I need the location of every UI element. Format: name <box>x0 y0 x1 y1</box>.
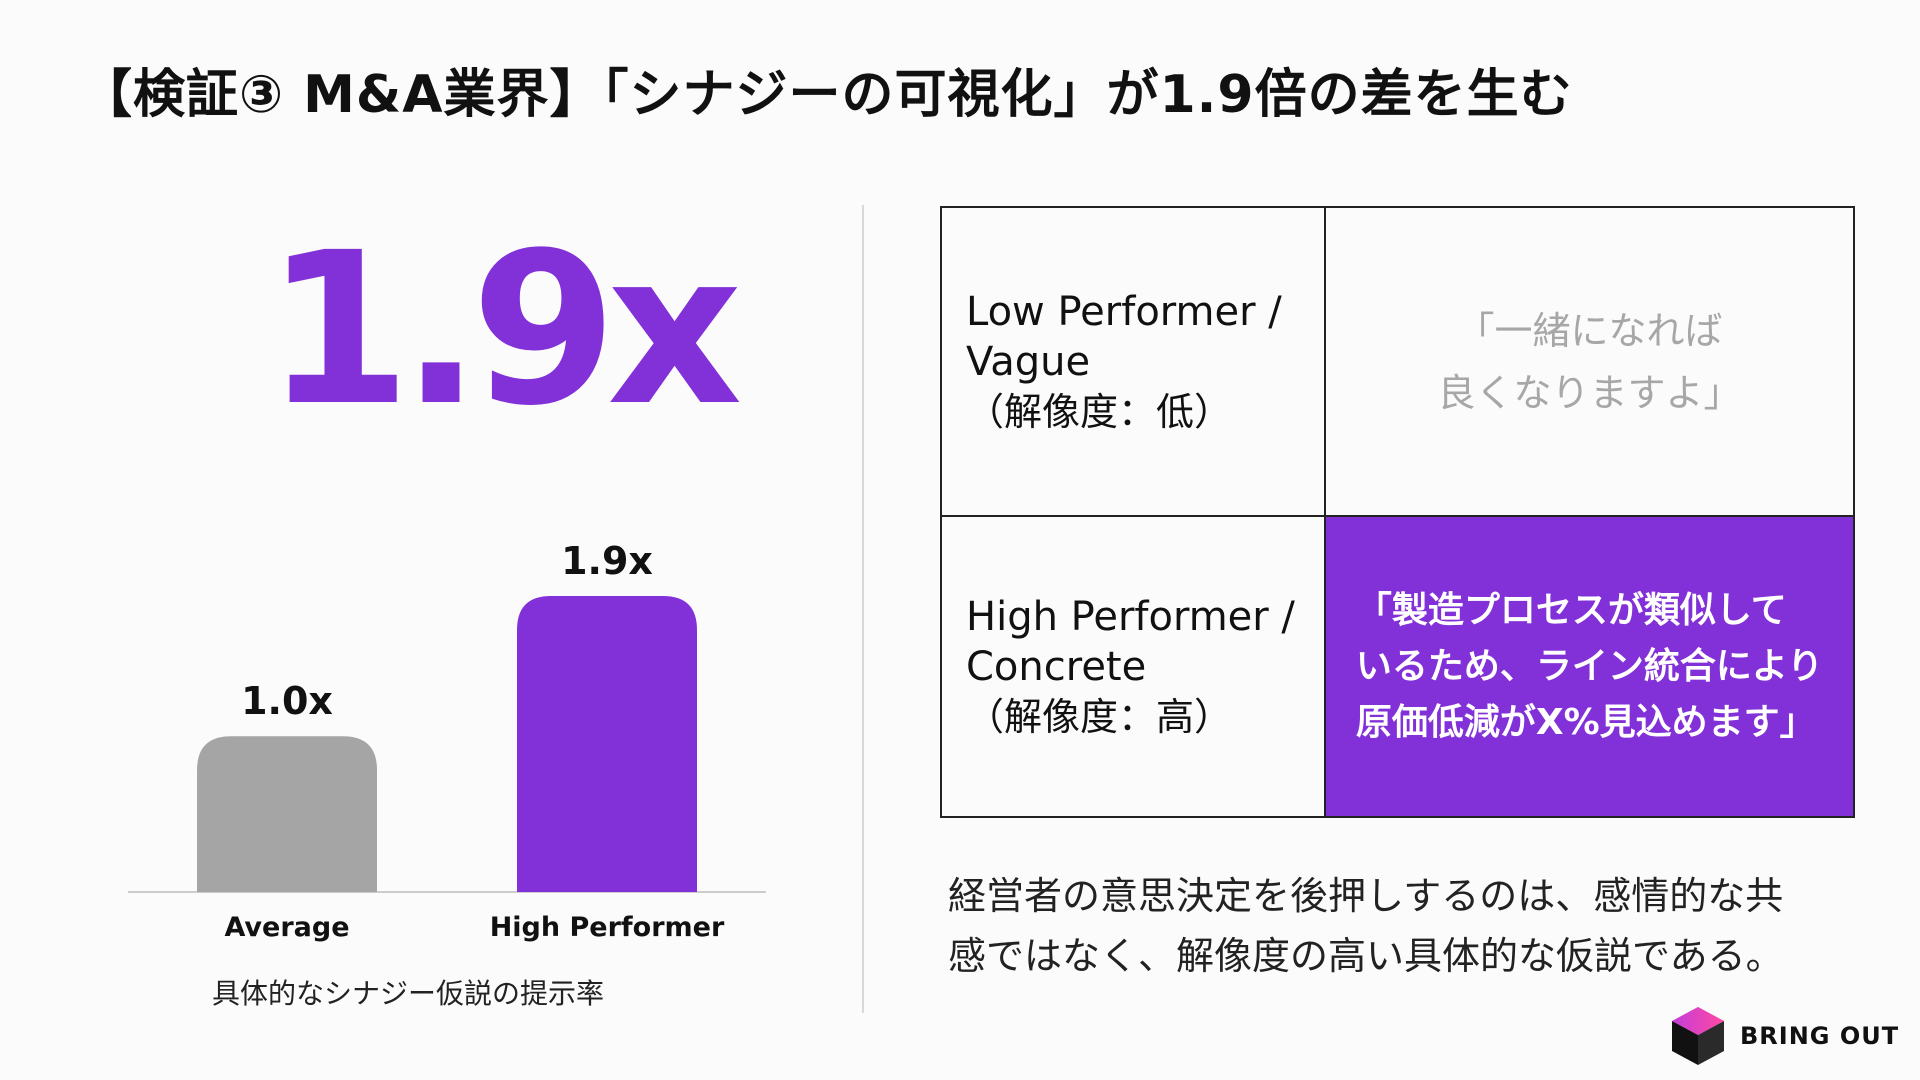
concrete-quote: 「製造プロセスが類似して いるため、ライン統合により 原価低減がX%見込めます」 <box>1355 589 1824 743</box>
high-performer-label: High Performer / Concrete <box>966 593 1295 690</box>
vertical-divider <box>862 205 864 1013</box>
bar-value-label: 1.0x <box>241 679 333 723</box>
chart-caption: 具体的なシナジー仮説の提示率 <box>212 977 605 1010</box>
category-label: Average <box>224 912 349 943</box>
matrix-cell-low-label: Low Performer / Vague （解像度：低） <box>942 208 1326 517</box>
comparison-matrix: Low Performer / Vague （解像度：低） 「一緒になれば 良く… <box>940 206 1855 818</box>
page-title: 【検証③ M&A業界】「シナジーの可視化」が1.9倍の差を生む <box>80 65 1573 125</box>
matrix-cell-high-label: High Performer / Concrete （解像度：高） <box>942 517 1326 816</box>
brand-logo: BRING OUT <box>1670 1005 1899 1067</box>
conclusion-text: 経営者の意思決定を後押しするのは、感情的な共 感ではなく、解像度の高い具体的な仮… <box>948 874 1784 978</box>
category-label: High Performer <box>490 912 725 943</box>
high-performer-sublabel: （解像度：高） <box>966 694 1233 739</box>
matrix-cell-low-quote: 「一緒になれば 良くなりますよ」 <box>1326 208 1853 517</box>
bar-value-label: 1.9x <box>561 539 653 583</box>
vague-quote: 「一緒になれば 良くなりますよ」 <box>1437 308 1742 415</box>
brand-name: BRING OUT <box>1740 1022 1900 1050</box>
bar-high-performer <box>517 596 697 892</box>
matrix-cell-high-quote: 「製造プロセスが類似して いるため、ライン統合により 原価低減がX%見込めます」 <box>1326 517 1853 816</box>
headline-multiplier: 1.9x <box>265 207 742 452</box>
bar-chart: 1.0x Average 1.9x High Performer <box>128 539 766 943</box>
low-performer-label: Low Performer / Vague <box>966 288 1282 385</box>
bar-average <box>197 736 377 892</box>
cube-icon <box>1672 1007 1724 1065</box>
low-performer-sublabel: （解像度：低） <box>966 389 1233 434</box>
